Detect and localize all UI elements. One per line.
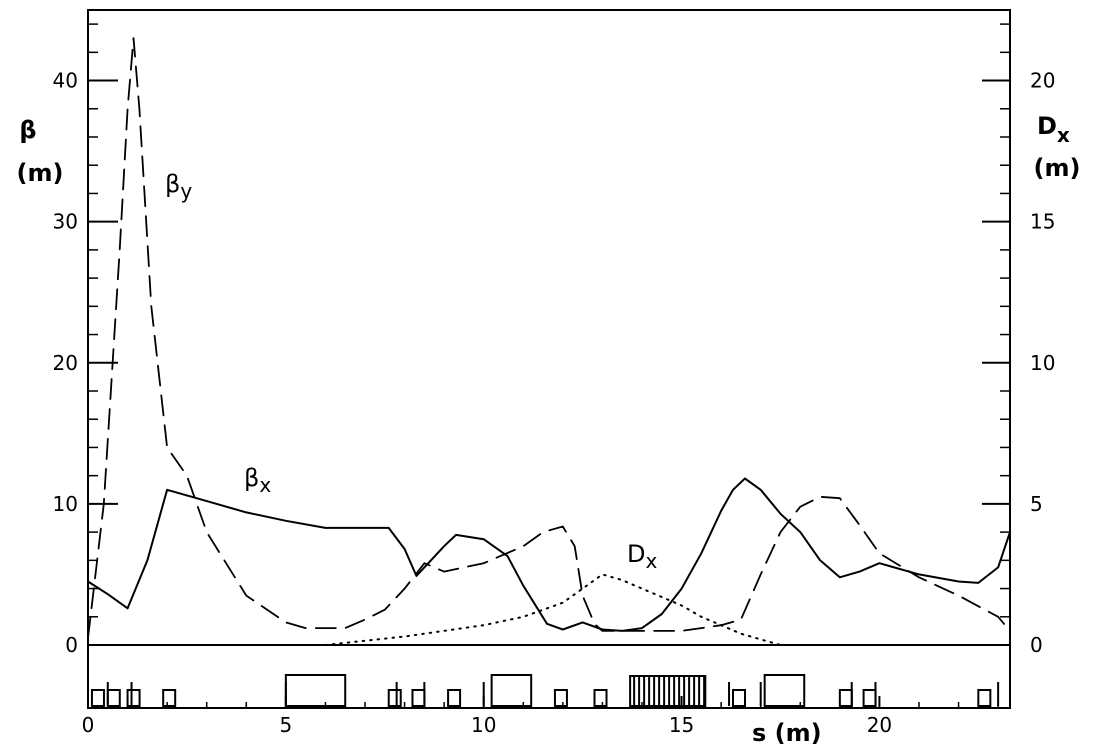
x-tick-label: 5 — [279, 713, 292, 737]
ticks-layer: 0 5 10 15 20 0 10 20 30 40 0 5 10 15 20 — [53, 23, 1055, 737]
lattice-wide-element — [490, 674, 533, 707]
x-tick-label: 15 — [669, 713, 694, 737]
y-left-unit: (m) — [17, 159, 64, 187]
lattice-thin-element — [838, 689, 853, 707]
y-right-tick-label: 10 — [1030, 351, 1055, 375]
y-left-label: β — [19, 116, 36, 144]
beta-y-line — [87, 37, 1011, 639]
y-right-tick-label: 15 — [1030, 210, 1055, 234]
y-right-label: Dx — [1037, 112, 1070, 147]
lattice-thin-element — [732, 689, 747, 707]
y-left-tick-label: 30 — [53, 210, 78, 234]
y-right-tick-label: 0 — [1030, 633, 1043, 657]
series-label-dx: Dx — [627, 540, 657, 573]
series-label-beta-x: βx — [244, 464, 271, 497]
y-left-tick-label: 40 — [53, 69, 78, 93]
x-tick-label: 20 — [867, 713, 892, 737]
lattice-thin-element — [593, 689, 608, 707]
lattice-thin-element — [162, 689, 177, 707]
lattice-thin-element — [126, 689, 141, 707]
series-layer — [87, 37, 1011, 646]
y-right-label-main: D — [1037, 112, 1057, 140]
x-tick-label: 10 — [471, 713, 496, 737]
lattice-thin-element — [411, 689, 426, 707]
lattice-thin-element — [387, 689, 402, 707]
lattice-thin-element — [106, 689, 121, 707]
y-left-tick-label: 0 — [65, 633, 78, 657]
lattice-thin-element — [553, 689, 568, 707]
plot-border — [87, 9, 1011, 709]
y-right-tick-label: 5 — [1030, 492, 1043, 516]
y-left-tick-label: 10 — [53, 492, 78, 516]
plot-frame — [87, 9, 1011, 709]
x-tick-label: 0 — [82, 713, 95, 737]
lattice-wiggler-block — [629, 675, 707, 707]
lattice-wide-element — [284, 674, 347, 707]
x-axis-label: s (m) — [752, 719, 822, 747]
lattice-thin-element — [447, 689, 462, 707]
y-right-label-sub: x — [1057, 123, 1070, 147]
lattice-thin-element — [862, 689, 877, 707]
beta-x-line — [87, 477, 1011, 632]
y-right-unit: (m) — [1034, 154, 1081, 182]
y-left-tick-label: 20 — [53, 351, 78, 375]
lattice-wide-element — [763, 674, 806, 707]
lattice-strip — [90, 674, 1011, 707]
lattice-thin-element — [90, 689, 105, 707]
y-right-tick-label: 20 — [1030, 69, 1055, 93]
lattice-thin-element — [977, 689, 992, 707]
dx-line — [324, 573, 782, 646]
series-label-beta-y: βy — [165, 170, 192, 203]
